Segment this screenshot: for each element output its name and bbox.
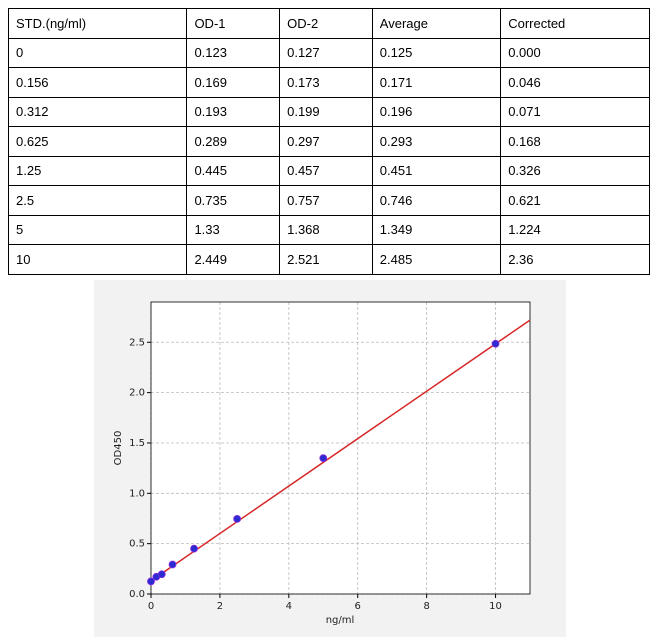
data-point — [157, 570, 166, 579]
data-point — [233, 514, 242, 523]
table-row: 0 0.123 0.127 0.125 0.000 — [7, 37, 650, 68]
table-row: STD.(ng/ml) OD-1 OD-2 Average Corrected — [7, 8, 650, 39]
table-cell: 0.000 — [500, 37, 650, 68]
table-cell: 0.625 — [7, 126, 188, 157]
table-cell: OD-1 — [186, 8, 281, 39]
table-cell: 0.193 — [186, 96, 281, 127]
table-cell: 0.757 — [279, 185, 373, 216]
table-cell: 0.168 — [500, 126, 650, 157]
y-tick-label: 2.0 — [129, 388, 145, 399]
table-cell: 0.457 — [279, 155, 373, 186]
table-cell: 2.449 — [186, 244, 281, 275]
table-cell: 2.36 — [500, 244, 650, 275]
table-row: 2.5 0.735 0.757 0.746 0.621 — [7, 185, 650, 216]
x-tick-label: 10 — [489, 601, 502, 612]
table-cell: 0.196 — [371, 96, 502, 127]
table-cell: 10 — [7, 244, 188, 275]
data-point — [190, 544, 198, 553]
table-cell: 0.123 — [186, 37, 281, 68]
table-cell: 2.521 — [279, 244, 373, 275]
table-cell: 0.199 — [279, 96, 373, 127]
table-cell: OD-2 — [279, 8, 373, 39]
plot-area — [151, 302, 530, 594]
table-row: 0.625 0.289 0.297 0.293 0.168 — [7, 126, 650, 157]
table-cell: 0.071 — [500, 96, 650, 127]
table-row: 0.312 0.193 0.199 0.196 0.071 — [7, 96, 650, 127]
table-body: STD.(ng/ml) OD-1 OD-2 Average Corrected 0 0.12… — [7, 8, 650, 275]
data-point — [147, 577, 155, 586]
data-point — [168, 560, 177, 569]
table-cell: 0.451 — [371, 155, 502, 186]
table-cell: 0 — [7, 37, 188, 68]
table-cell: 2.5 — [7, 185, 188, 216]
y-tick-label: 0.0 — [129, 589, 145, 600]
table-row: 0.156 0.169 0.173 0.171 0.046 — [7, 67, 650, 98]
fit-line — [150, 319, 531, 582]
y-tick-label: 0.5 — [129, 539, 145, 550]
x-tick-label: 8 — [423, 601, 429, 612]
plot-frame — [150, 301, 531, 595]
table-cell: 0.169 — [186, 67, 281, 98]
table-cell: Corrected — [500, 8, 650, 39]
table-cell: 0.173 — [279, 67, 373, 98]
table-cell: 0.297 — [279, 126, 373, 157]
table-cell: 0.156 — [7, 67, 188, 98]
table-cell: 1.368 — [279, 214, 373, 245]
table-cell: 0.125 — [371, 37, 502, 68]
table-cell: 0.735 — [186, 185, 281, 216]
table-cell: 1.349 — [371, 214, 502, 245]
table-row: 1.25 0.445 0.457 0.451 0.326 — [7, 155, 650, 186]
table-cell: 0.293 — [371, 126, 502, 157]
x-tick-label: 2 — [217, 601, 223, 612]
table-row: 5 1.33 1.368 1.349 1.224 — [7, 214, 650, 245]
x-tick-label: 4 — [286, 601, 292, 612]
y-tick-label: 2.5 — [129, 337, 145, 348]
table-cell: 1.33 — [186, 214, 281, 245]
table-cell: 0.621 — [500, 185, 650, 216]
y-axis-label: OD450 — [113, 431, 124, 466]
y-tick-label: 1.5 — [129, 438, 145, 449]
data-point — [319, 454, 328, 463]
table-cell: 0.312 — [7, 96, 188, 127]
chart: ng/ml OD450 0 2 4 6 8 10 0.0 0.5 1.0 1.5 2.0 2.5 — [94, 280, 566, 637]
table-cell: 0.289 — [186, 126, 281, 157]
table-cell: 1.224 — [500, 214, 650, 245]
table-cell: 0.445 — [186, 155, 281, 186]
table-row: 10 2.449 2.521 2.485 2.36 — [7, 244, 650, 275]
table-cell: 0.046 — [500, 67, 650, 98]
table-cell: 0.171 — [371, 67, 502, 98]
table-cell: 0.746 — [371, 185, 502, 216]
table-cell: 2.485 — [371, 244, 502, 275]
table-cell: STD.(ng/ml) — [7, 8, 188, 39]
x-tick-label: 0 — [148, 601, 154, 612]
table-cell: Average — [371, 8, 502, 39]
data-point — [491, 339, 500, 348]
table-cell: 0.127 — [279, 37, 373, 68]
data-table: STD.(ng/ml) OD-1 OD-2 Average Corrected 0 0.12… — [7, 8, 650, 275]
x-tick-label: 6 — [355, 601, 361, 612]
table-cell: 5 — [7, 214, 188, 245]
table-cell: 0.326 — [500, 155, 650, 186]
table-cell: 1.25 — [7, 155, 188, 186]
x-axis-label: ng/ml — [326, 615, 355, 626]
y-tick-label: 1.0 — [129, 488, 145, 499]
